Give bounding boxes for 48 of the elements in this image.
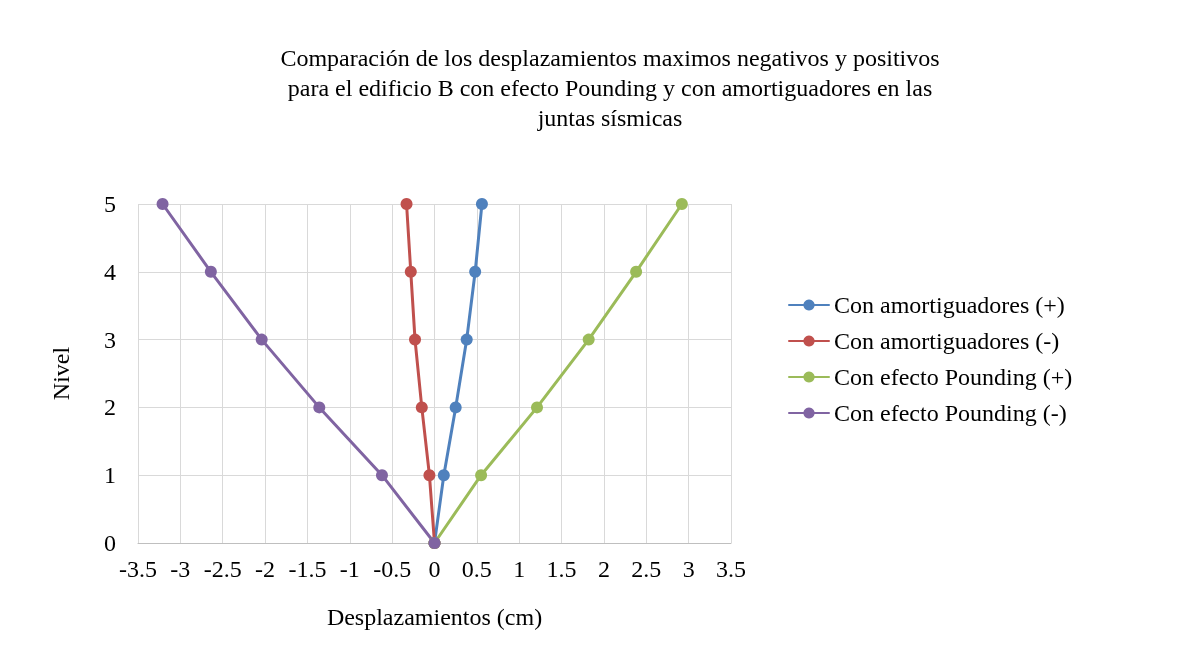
x-tick-label: 3 bbox=[682, 556, 695, 582]
legend-label: Con efecto Pounding (-) bbox=[834, 400, 1067, 426]
point bbox=[204, 265, 217, 278]
x-tick-label: 0 bbox=[428, 556, 441, 582]
x-tick-label: 2 bbox=[597, 556, 610, 582]
x-axis-title: Desplazamientos (cm) bbox=[326, 604, 543, 630]
point bbox=[404, 265, 417, 278]
point bbox=[630, 265, 643, 278]
x-tick-label: 1 bbox=[513, 556, 526, 582]
x-tick-label: 0.5 bbox=[461, 556, 492, 582]
point bbox=[531, 401, 543, 414]
point bbox=[400, 198, 413, 210]
x-tick-label: -1 bbox=[339, 556, 360, 582]
chart-title: Comparación de los desplazamientos maximos negativos y positivos para el edificio B con efecto Pounding y con amortiguadores en las juntas sísmicas bbox=[280, 45, 940, 131]
point bbox=[582, 333, 595, 346]
x-tick-label: -1.5 bbox=[288, 556, 327, 582]
x-tick-label: -2.5 bbox=[203, 556, 242, 582]
point bbox=[675, 198, 688, 210]
point bbox=[475, 198, 488, 210]
x-tick-label: -3.5 bbox=[119, 556, 157, 582]
y-tick-label: 4 bbox=[104, 258, 116, 285]
point bbox=[313, 401, 326, 414]
point bbox=[469, 265, 482, 278]
point bbox=[415, 401, 428, 414]
x-tick-label: -2 bbox=[255, 556, 276, 582]
y-axis-title: Nivel bbox=[48, 346, 74, 401]
point bbox=[475, 469, 488, 482]
point bbox=[423, 469, 436, 482]
point bbox=[375, 469, 388, 482]
point bbox=[156, 198, 169, 210]
legend-label: Con amortiguadores (+) bbox=[834, 292, 1065, 318]
point bbox=[437, 469, 450, 482]
x-tick-label: 2.5 bbox=[631, 556, 662, 582]
x-tick-label: -0.5 bbox=[373, 556, 412, 582]
legend-label: Con amortiguadores (-) bbox=[834, 328, 1060, 354]
point bbox=[460, 333, 473, 346]
x-tick-label: -3 bbox=[170, 556, 191, 582]
y-tick-label: 1 bbox=[104, 462, 116, 489]
point bbox=[449, 401, 462, 414]
y-tick-label: 5 bbox=[104, 191, 116, 217]
y-tick-label: 0 bbox=[104, 530, 116, 556]
x-tick-label: 1.5 bbox=[546, 556, 577, 582]
y-tick-label: 2 bbox=[104, 394, 116, 421]
y-tick-label: 3 bbox=[104, 326, 116, 353]
point bbox=[255, 333, 268, 346]
legend-label: Con efecto Pounding (+) bbox=[834, 364, 1073, 390]
point bbox=[409, 333, 422, 346]
x-tick-label: 3.5 bbox=[716, 556, 746, 582]
